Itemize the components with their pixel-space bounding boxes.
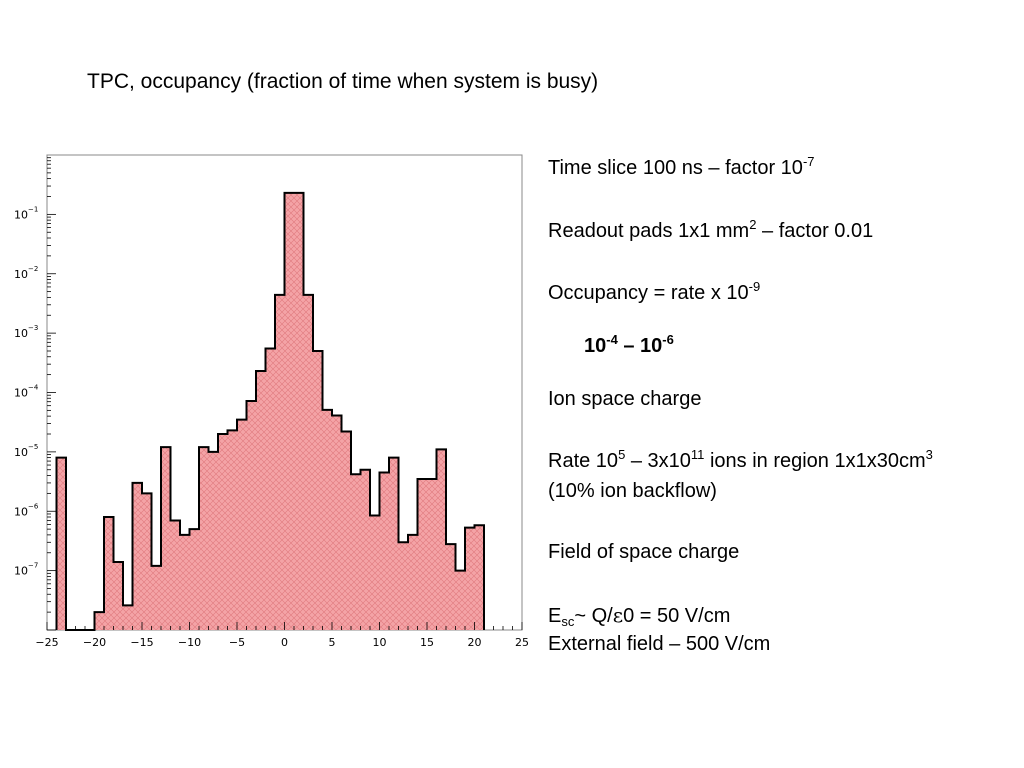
y-tick-label: 10 [14, 505, 28, 518]
histogram-bar [465, 527, 475, 630]
histogram-bar [294, 192, 304, 631]
histogram-bar [142, 493, 152, 630]
histogram-bar [161, 447, 171, 630]
x-tick-label: −5 [229, 636, 245, 649]
histogram-bar [275, 294, 285, 630]
histogram-bar [284, 192, 294, 631]
slide-title: TPC, occupancy (fraction of time when sy… [87, 70, 599, 93]
histogram-bar [113, 561, 123, 630]
note-rate: Rate 105 – 3x1011 ions in region 1x1x30c… [548, 447, 933, 472]
y-tick-label: 10 [14, 565, 28, 578]
histogram-outline [55, 191, 485, 631]
histogram-bar [208, 451, 218, 630]
histogram-bar [379, 472, 389, 630]
histogram-bar [370, 515, 380, 630]
note-readout-pads: Readout pads 1x1 mm2 – factor 0.01 [548, 217, 874, 242]
y-tick-exponent: −6 [28, 502, 39, 510]
histogram-bar [227, 430, 237, 630]
x-tick-label: 25 [515, 636, 529, 649]
x-tick-label: −15 [130, 636, 153, 649]
histogram-bar [199, 447, 209, 630]
histogram-bar [474, 525, 484, 630]
histogram-bar [218, 434, 228, 630]
y-tick-exponent: −4 [28, 384, 39, 392]
histogram-bar [398, 542, 408, 630]
histogram-bar [436, 449, 446, 630]
histogram-bar [313, 350, 323, 630]
histogram-bar [322, 409, 332, 630]
histogram-bar [256, 371, 266, 630]
note-ion-space-charge: Ion space charge [548, 388, 702, 410]
y-tick-label: 10 [14, 268, 28, 281]
histogram-bar [408, 534, 418, 630]
x-tick-label: −25 [35, 636, 58, 649]
histogram-bar [351, 474, 361, 630]
x-tick-label: 0 [281, 636, 288, 649]
note-occupancy: Occupancy = rate x 10-9 [548, 279, 761, 304]
histogram-bar [123, 605, 133, 630]
histogram-bar [360, 469, 370, 630]
y-tick-label: 10 [14, 327, 28, 340]
histogram-bar [455, 570, 465, 630]
y-tick-exponent: −5 [28, 443, 38, 451]
histogram-bar [341, 431, 351, 630]
histogram-bar [417, 478, 427, 630]
y-tick-exponent: −7 [28, 562, 38, 570]
histogram-bar [332, 415, 342, 630]
histogram-bar [56, 457, 66, 630]
histogram-bar [94, 612, 104, 630]
histogram-bar [303, 294, 313, 630]
histogram-bar [427, 478, 437, 630]
histogram-bar [104, 517, 114, 630]
x-tick-label: −10 [178, 636, 201, 649]
y-tick-exponent: −3 [28, 324, 38, 332]
histogram-bar [180, 534, 190, 630]
histogram-bar [189, 529, 199, 630]
y-tick-exponent: −1 [28, 205, 38, 213]
histogram-bar [265, 348, 275, 630]
x-tick-label: −20 [83, 636, 106, 649]
histogram-bar [132, 482, 142, 630]
y-tick-exponent: −2 [28, 265, 38, 273]
histogram-bar [170, 520, 180, 630]
x-tick-label: 10 [373, 636, 387, 649]
x-tick-label: 5 [329, 636, 336, 649]
note-time-slice: Time slice 100 ns – factor 10-7 [548, 154, 815, 179]
y-tick-label: 10 [14, 387, 28, 400]
y-tick-label: 10 [14, 446, 28, 459]
note-backflow: (10% ion backflow) [548, 480, 717, 502]
histogram-bar [389, 457, 399, 630]
x-tick-label: 20 [468, 636, 482, 649]
histogram-bar [237, 419, 247, 630]
note-esc: Esc~ Q/ε0 = 50 V/cm [548, 603, 731, 629]
y-tick-label: 10 [14, 208, 28, 221]
histogram-bar [246, 400, 256, 630]
histogram-bar [151, 565, 161, 630]
note-field-space-charge: Field of space charge [548, 541, 740, 563]
histogram-bar [446, 544, 456, 630]
note-external-field: External field – 500 V/cm [548, 633, 771, 655]
x-tick-label: 15 [420, 636, 434, 649]
note-occupancy-range: 10-4 – 10-6 [584, 332, 674, 357]
